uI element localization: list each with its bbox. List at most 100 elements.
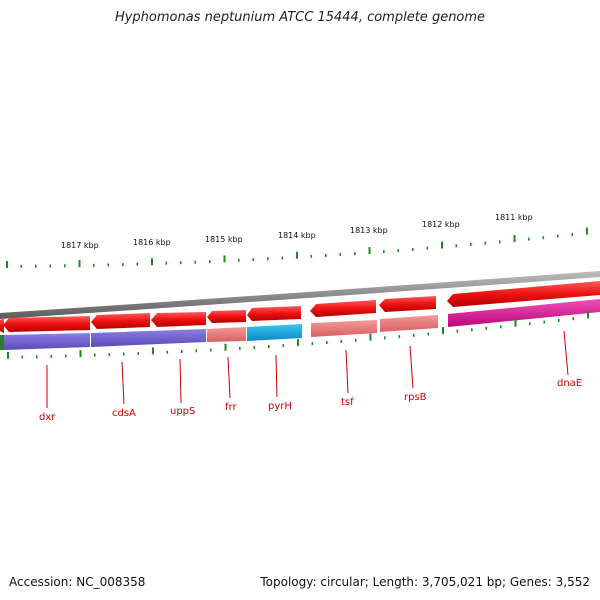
minor-tick xyxy=(485,326,488,330)
major-tick xyxy=(368,247,371,255)
minor-tick xyxy=(107,263,110,267)
minor-tick xyxy=(542,236,545,240)
track-segment xyxy=(4,333,90,350)
gene-label-uppS: uppS xyxy=(170,406,195,417)
minor-tick xyxy=(471,328,473,332)
gene-arrow xyxy=(207,310,246,323)
major-tick xyxy=(297,339,299,347)
gene-labels: dxr cdsA uppS frr pyrH tsf rpsB dnaE xyxy=(39,330,582,423)
genome-summary-text: Topology: circular; Length: 3,705,021 bp… xyxy=(260,575,590,589)
gene-label-rpsB: rpsB xyxy=(404,392,427,403)
major-tick xyxy=(296,251,298,259)
gene-leader-line xyxy=(345,349,349,394)
accession-text: Accession: NC_008358 xyxy=(9,575,146,589)
minor-tick xyxy=(354,252,356,256)
inner-tick-row xyxy=(7,311,589,359)
minor-tick xyxy=(326,341,328,344)
minor-tick xyxy=(253,346,256,349)
minor-tick xyxy=(93,263,95,267)
kbp-label: 1813 kbp xyxy=(350,226,388,235)
major-tick xyxy=(7,351,9,359)
minor-tick xyxy=(20,264,23,268)
gene-leader-line xyxy=(275,354,278,398)
minor-tick xyxy=(50,354,53,358)
feature-track xyxy=(0,299,600,350)
gene-arrow xyxy=(91,313,150,329)
minor-tick xyxy=(123,352,125,356)
minor-tick xyxy=(210,348,212,352)
gene-label-pyrH: pyrH xyxy=(268,401,292,412)
minor-tick xyxy=(383,250,385,254)
gene-label-dxr: dxr xyxy=(39,412,56,423)
kbp-label: 1811 kbp xyxy=(495,213,533,222)
minor-tick xyxy=(572,317,575,321)
minor-tick xyxy=(108,353,111,357)
track-segment xyxy=(311,320,377,337)
gene-arrow-row xyxy=(0,281,600,333)
minor-tick xyxy=(195,349,198,353)
minor-tick xyxy=(398,335,401,339)
gene-arrow xyxy=(3,316,90,332)
minor-tick xyxy=(384,336,386,340)
major-tick xyxy=(513,235,516,242)
minor-tick xyxy=(571,233,574,237)
outer-tick-row xyxy=(6,227,588,268)
minor-tick xyxy=(528,237,530,241)
minor-tick xyxy=(355,338,357,342)
kbp-label: 1816 kbp xyxy=(133,238,171,247)
minor-tick xyxy=(339,253,342,257)
major-tick xyxy=(223,255,226,263)
minor-tick xyxy=(557,234,559,238)
minor-tick xyxy=(427,332,430,336)
kbp-label: 1815 kbp xyxy=(205,235,243,244)
minor-tick xyxy=(340,339,343,343)
minor-tick xyxy=(412,247,414,251)
minor-tick xyxy=(49,264,52,268)
track-segment xyxy=(207,327,246,342)
major-tick xyxy=(587,311,589,319)
minor-tick xyxy=(543,320,546,324)
gene-arrow xyxy=(151,312,206,327)
map-title: Hyphomonas neptunium ATCC 15444, complet… xyxy=(114,10,486,25)
minor-tick xyxy=(35,264,37,268)
minor-tick xyxy=(311,342,314,346)
minor-tick xyxy=(456,329,459,333)
major-tick xyxy=(6,261,8,268)
minor-tick xyxy=(64,264,66,268)
kbp-label: 1814 kbp xyxy=(278,231,316,240)
minor-tick xyxy=(252,258,255,262)
minor-tick xyxy=(238,258,240,262)
major-tick xyxy=(151,258,153,266)
major-tick xyxy=(224,343,227,351)
minor-tick xyxy=(239,346,241,350)
track-segment xyxy=(0,335,4,350)
minor-tick xyxy=(268,345,270,349)
major-tick xyxy=(586,227,588,235)
gene-leader-line xyxy=(563,330,569,376)
track-segment xyxy=(380,315,438,332)
minor-tick xyxy=(500,325,502,329)
minor-tick xyxy=(181,350,183,353)
genome-backbone xyxy=(0,271,600,319)
minor-tick xyxy=(36,355,38,359)
minor-tick xyxy=(94,353,96,357)
minor-tick xyxy=(558,318,560,322)
minor-tick xyxy=(209,260,211,264)
minor-tick xyxy=(165,261,168,265)
gene-leader-line xyxy=(179,358,182,404)
kbp-scale: 1817 kbp 1816 kbp 1815 kbp 1814 kbp 1813… xyxy=(61,213,533,250)
minor-tick xyxy=(426,246,429,250)
minor-tick xyxy=(21,355,24,359)
gene-arrow xyxy=(310,300,376,317)
minor-tick xyxy=(194,260,197,264)
major-tick xyxy=(514,319,517,327)
minor-tick xyxy=(470,243,472,246)
gene-arrow xyxy=(247,306,301,321)
minor-tick xyxy=(166,350,169,354)
kbp-label: 1812 kbp xyxy=(422,220,460,229)
minor-tick xyxy=(413,333,415,337)
minor-tick xyxy=(137,352,140,355)
major-tick xyxy=(369,333,372,341)
gene-leader-line xyxy=(409,345,414,389)
